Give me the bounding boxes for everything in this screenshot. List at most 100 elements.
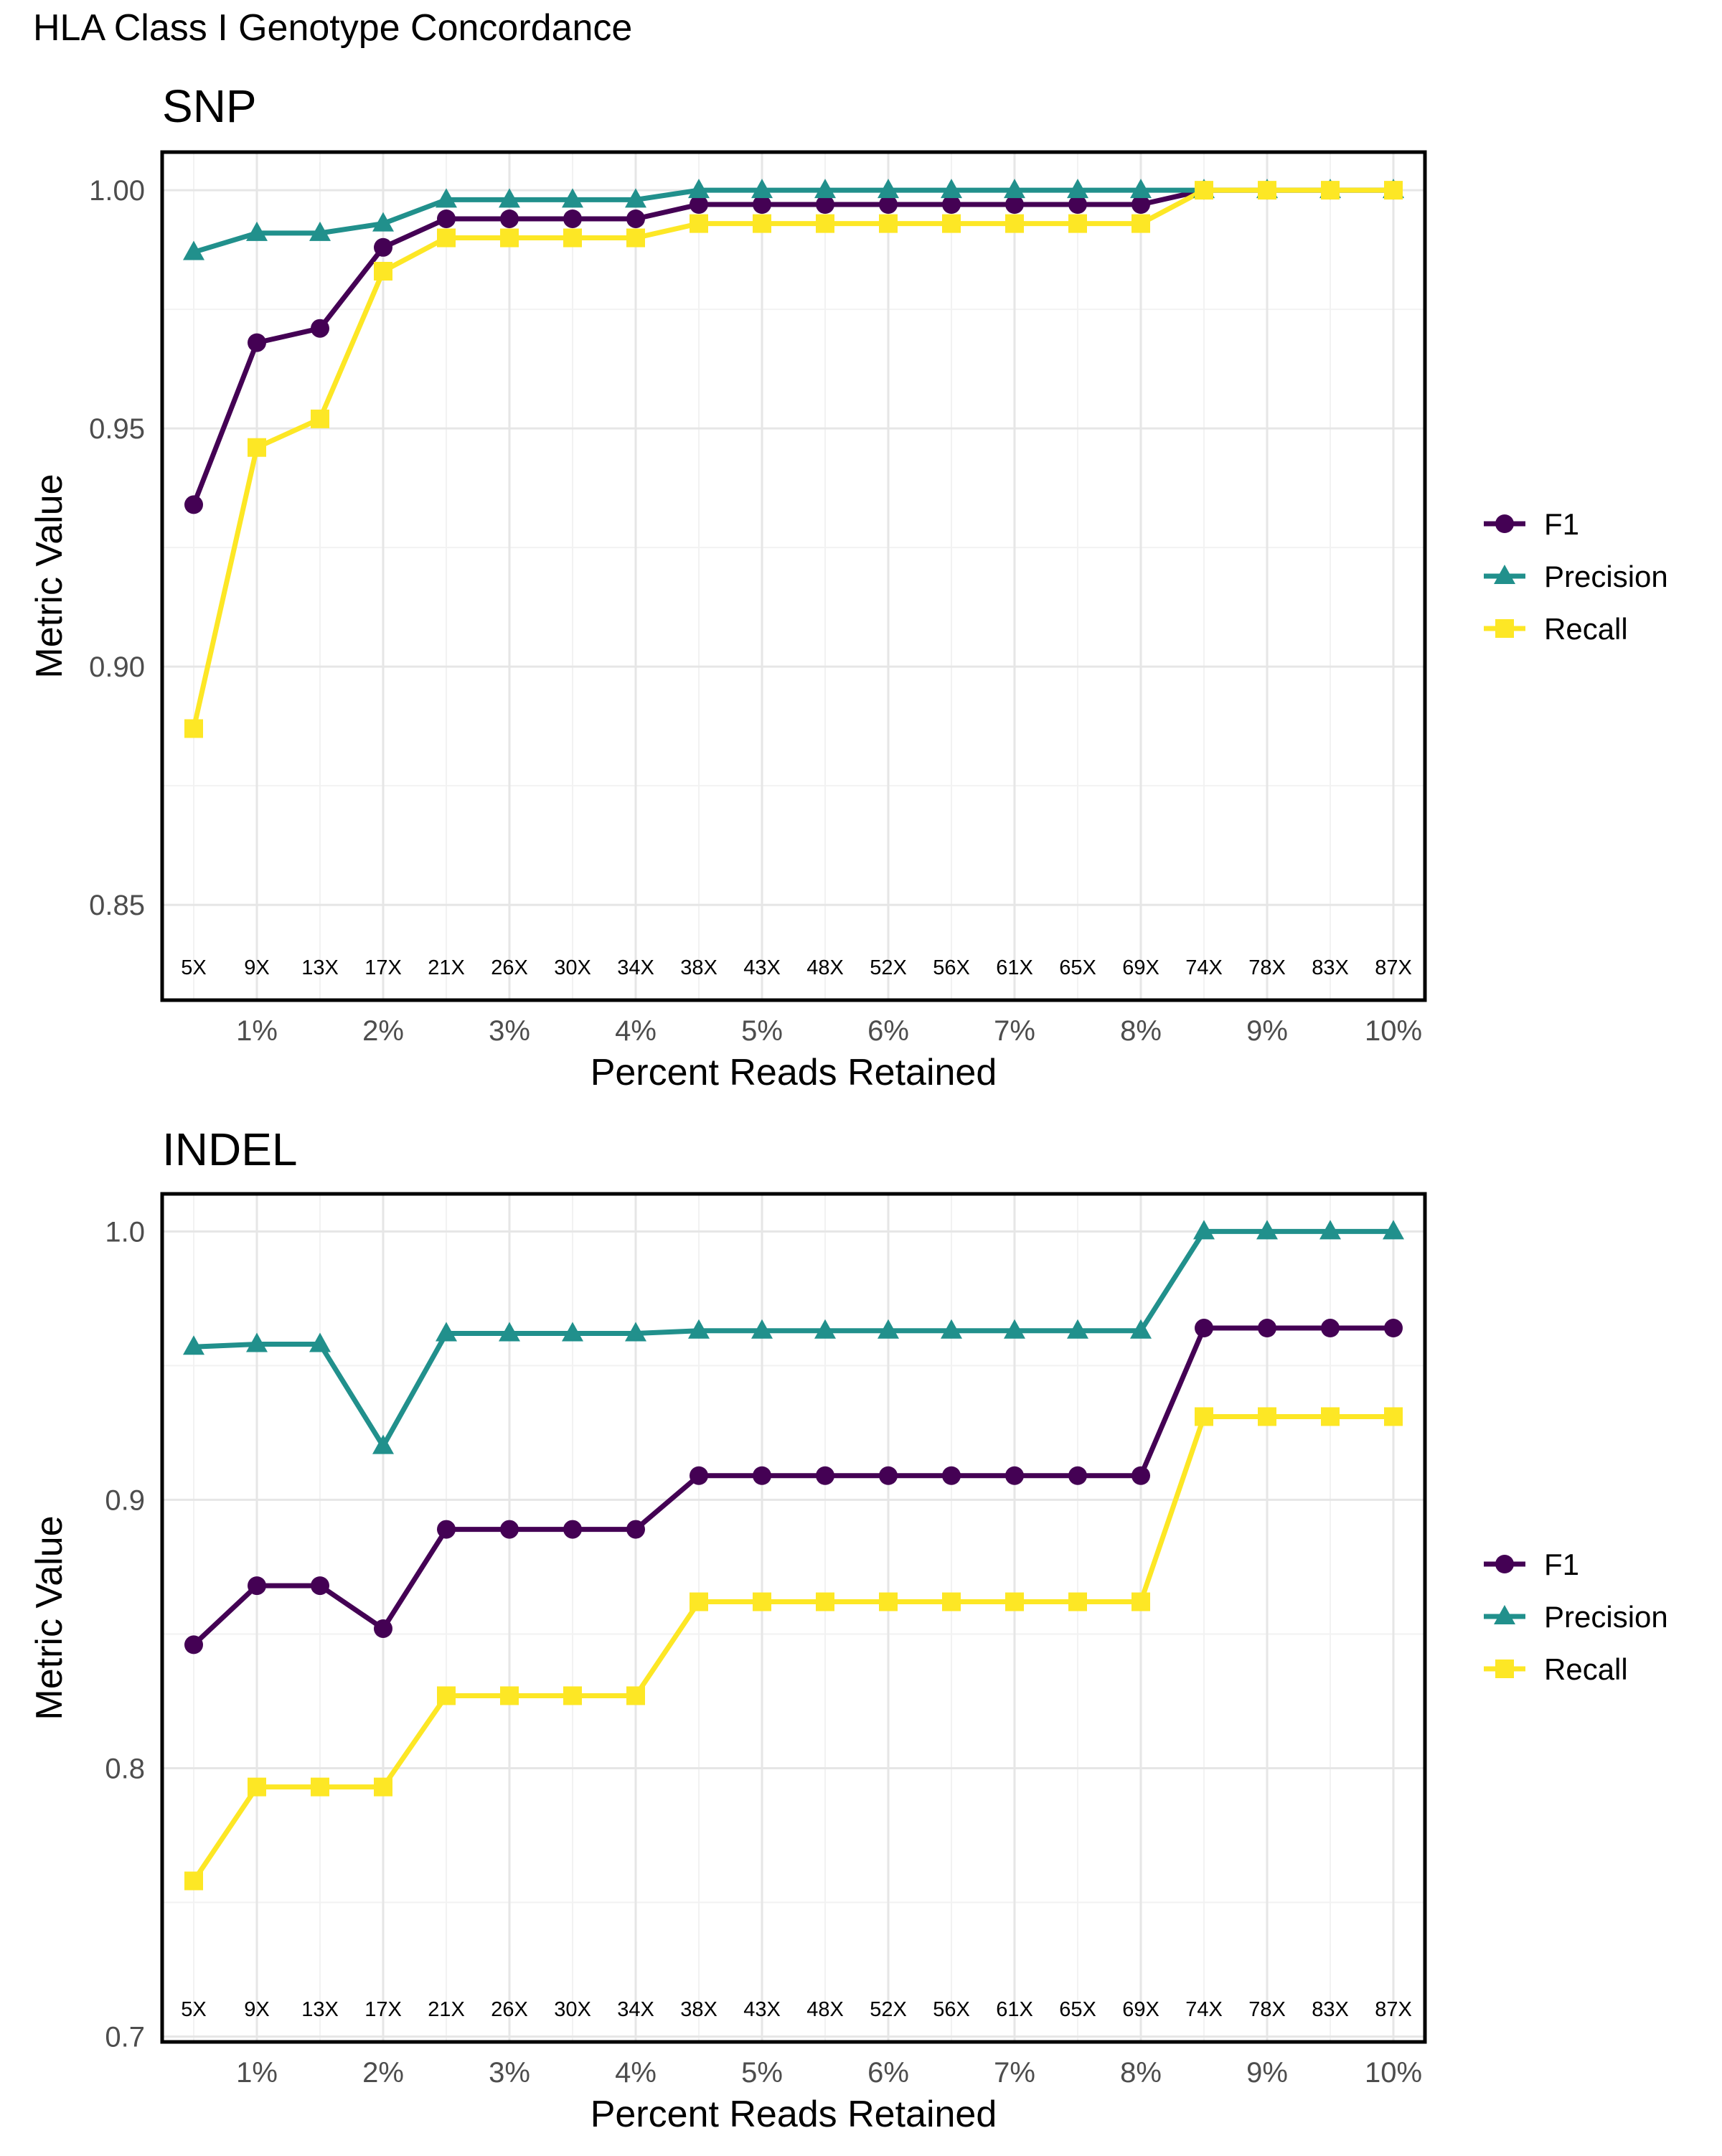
data-point-f1 — [563, 1520, 582, 1539]
depth-label: 5X — [181, 1998, 206, 2021]
data-point-recall — [753, 1592, 771, 1611]
data-point-precision — [814, 1319, 836, 1339]
data-point-f1 — [1384, 1319, 1403, 1338]
depth-label: 87X — [1375, 956, 1412, 979]
data-point-precision — [751, 1319, 773, 1339]
x-tick-label: 4% — [615, 1015, 657, 1047]
data-point-precision — [941, 1319, 962, 1339]
data-point-precision — [436, 1322, 457, 1342]
depth-label: 78X — [1248, 956, 1286, 979]
series-line-recall — [192, 1413, 1393, 1883]
data-point-precision — [941, 179, 962, 199]
panel-title: INDEL — [162, 1124, 298, 1175]
data-point-recall — [1068, 214, 1087, 233]
data-point-recall — [942, 1592, 961, 1611]
series-line-f1 — [191, 187, 1393, 506]
depth-label: 83X — [1312, 1998, 1349, 2021]
legend-label: F1 — [1544, 507, 1579, 541]
data-point-f1 — [816, 195, 834, 215]
data-point-precision — [183, 240, 204, 260]
x-tick-label: 5% — [741, 2057, 783, 2089]
depth-label: 38X — [680, 956, 718, 979]
depth-label: 13X — [301, 1998, 339, 2021]
legend-key-marker — [1494, 565, 1515, 584]
y-tick-label: 1.00 — [89, 175, 145, 207]
depth-label: 69X — [1122, 1998, 1159, 2021]
depth-label: 74X — [1185, 1998, 1223, 2021]
depth-label: 30X — [554, 1998, 591, 2021]
data-point-recall — [690, 214, 708, 233]
data-point-f1 — [1321, 1319, 1340, 1338]
data-point-f1 — [184, 1635, 203, 1654]
data-point-precision — [814, 179, 836, 199]
depth-label: 65X — [1059, 1998, 1096, 2021]
data-point-f1 — [879, 1466, 898, 1485]
x-tick-label: 4% — [615, 2057, 657, 2089]
legend-label: Recall — [1544, 1652, 1628, 1686]
data-point-recall — [1131, 1592, 1150, 1611]
x-tick-label: 3% — [489, 2057, 530, 2089]
depth-label: 48X — [806, 956, 844, 979]
data-point-precision — [183, 1335, 204, 1355]
data-point-precision — [1067, 1319, 1088, 1339]
data-point-f1 — [626, 209, 645, 228]
data-point-precision — [499, 1322, 520, 1342]
depth-label: 17X — [364, 1998, 402, 2021]
data-point-recall — [1321, 181, 1340, 200]
data-point-recall — [816, 214, 834, 233]
data-point-f1 — [500, 1520, 519, 1539]
x-tick-label: 8% — [1120, 2057, 1162, 2089]
data-point-precision — [562, 1322, 583, 1342]
legend-key-marker — [1495, 619, 1514, 638]
data-point-precision — [372, 212, 394, 232]
legend-label: Precision — [1544, 560, 1668, 593]
depth-label: 38X — [680, 1998, 718, 2021]
depth-label: 30X — [554, 956, 591, 979]
series-line-recall — [191, 187, 1393, 730]
data-point-f1 — [816, 1466, 834, 1485]
data-point-precision — [562, 188, 583, 208]
depth-label: 61X — [996, 956, 1033, 979]
data-point-precision — [1004, 1319, 1025, 1339]
data-point-recall — [1195, 181, 1213, 200]
data-point-f1 — [248, 333, 266, 352]
data-point-f1 — [1131, 1466, 1150, 1485]
data-point-recall — [1005, 1592, 1024, 1611]
depth-label: 61X — [996, 1998, 1033, 2021]
data-point-recall — [248, 1777, 266, 1797]
data-point-f1 — [690, 195, 708, 215]
legend-key-marker — [1494, 1605, 1515, 1624]
data-point-recall — [1384, 1407, 1403, 1426]
x-tick-label: 3% — [489, 1015, 530, 1047]
x-tick-label: 10% — [1365, 1015, 1422, 1047]
data-point-recall — [311, 1777, 329, 1797]
data-point-recall — [184, 1871, 203, 1891]
data-point-recall — [563, 228, 582, 248]
x-tick-label: 9% — [1246, 1015, 1288, 1047]
data-point-recall — [500, 228, 519, 248]
legend-label: Precision — [1544, 1600, 1668, 1634]
depth-label: 87X — [1375, 1998, 1412, 2021]
depth-label: 48X — [806, 1998, 844, 2021]
legend-key-marker — [1495, 1555, 1514, 1573]
data-point-precision — [499, 188, 520, 208]
depth-label: 65X — [1059, 956, 1096, 979]
depth-label: 78X — [1248, 1998, 1286, 2021]
data-point-precision — [436, 188, 457, 208]
data-point-recall — [942, 214, 961, 233]
data-point-recall — [753, 214, 771, 233]
legend: F1 Precision Recall — [1484, 1548, 1668, 1686]
data-point-precision — [688, 179, 710, 199]
data-point-precision — [878, 179, 899, 199]
depth-label: 9X — [244, 1998, 269, 2021]
legend-key-marker — [1495, 1660, 1514, 1678]
data-point-f1 — [311, 319, 329, 338]
x-tick-label: 8% — [1120, 1015, 1162, 1047]
data-point-f1 — [753, 195, 771, 215]
data-point-recall — [879, 214, 898, 233]
x-tick-label: 7% — [994, 2057, 1035, 2089]
x-tick-label: 6% — [867, 1015, 909, 1047]
data-point-recall — [626, 228, 645, 248]
legend: F1 Precision Recall — [1484, 507, 1668, 646]
